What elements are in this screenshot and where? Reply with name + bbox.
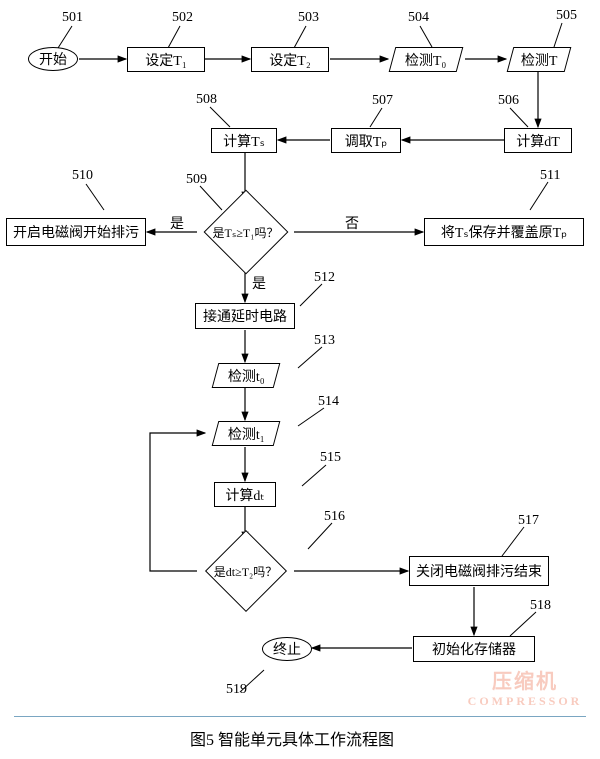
node-507: 调取Tₚ xyxy=(331,128,401,153)
label: 检测T₀ xyxy=(405,50,446,70)
watermark-cn: 压缩机 xyxy=(455,665,595,694)
label: 检测t₀ xyxy=(228,366,265,386)
edge-label-yes-left: 是 xyxy=(170,213,184,233)
ref-510: 510 xyxy=(72,168,93,184)
node-516: 是dt≥T₂吗？ xyxy=(197,540,294,602)
figure-caption: 图5 智能单元具体工作流程图 xyxy=(190,726,394,750)
ref-508: 508 xyxy=(196,92,217,108)
watermark-en: COMPRESSOR xyxy=(455,694,595,709)
label: 将Tₛ保存并覆盖原Tₚ xyxy=(441,222,567,242)
label: 初始化存储器 xyxy=(432,639,516,659)
node-506: 计算dT xyxy=(504,128,572,153)
node-515: 计算dₜ xyxy=(214,482,276,507)
ref-512: 512 xyxy=(314,270,335,286)
node-513: 检测t₀ xyxy=(212,363,281,388)
ref-515: 515 xyxy=(320,450,341,466)
node-503: 设定T₂ xyxy=(251,47,329,72)
ref-502: 502 xyxy=(172,10,193,26)
ref-518: 518 xyxy=(530,598,551,614)
label: 检测T xyxy=(521,50,558,70)
label: 开启电磁阀开始排污 xyxy=(13,222,139,242)
node-511: 将Tₛ保存并覆盖原Tₚ xyxy=(424,218,584,246)
label: 设定T₁ xyxy=(145,50,186,70)
ref-511: 511 xyxy=(540,168,560,184)
ref-504: 504 xyxy=(408,10,429,26)
watermark: 压缩机 COMPRESSOR xyxy=(455,665,595,709)
ref-513: 513 xyxy=(314,333,335,349)
node-508: 计算Tₛ xyxy=(211,128,277,153)
node-514: 检测t₁ xyxy=(212,421,281,446)
ref-517: 517 xyxy=(518,513,539,529)
ref-516: 516 xyxy=(324,509,345,525)
node-start: 开始 xyxy=(28,47,78,71)
label: 计算dT xyxy=(516,131,560,151)
node-502: 设定T₁ xyxy=(127,47,205,72)
ref-509: 509 xyxy=(186,172,207,188)
caption-rule xyxy=(14,716,586,717)
label: 关闭电磁阀排污结束 xyxy=(416,561,542,581)
ref-505: 505 xyxy=(556,8,577,24)
node-end: 终止 xyxy=(262,637,312,661)
ref-503: 503 xyxy=(298,10,319,26)
edge-label-yes-down: 是 xyxy=(252,273,266,293)
node-518: 初始化存储器 xyxy=(413,636,535,662)
label: 计算dₜ xyxy=(225,485,264,505)
node-509: 是Tₛ≥T₁吗？ xyxy=(197,200,294,264)
label: 设定T₂ xyxy=(269,50,310,70)
label: 检测t₁ xyxy=(228,424,265,444)
node-505: 检测T xyxy=(507,47,572,72)
label: 接通延时电路 xyxy=(203,306,287,326)
node-512: 接通延时电路 xyxy=(195,303,295,329)
flowchart-canvas: 开始 设定T₁ 设定T₂ 检测T₀ 检测T 计算dT 调取Tₚ 计算Tₛ 是Tₛ… xyxy=(0,0,600,759)
label: 开始 xyxy=(39,49,67,69)
label: 计算Tₛ xyxy=(223,131,265,151)
label: 调取Tₚ xyxy=(345,131,388,151)
label: 终止 xyxy=(273,639,301,659)
ref-507: 507 xyxy=(372,93,393,109)
ref-506: 506 xyxy=(498,93,519,109)
ref-519: 519 xyxy=(226,682,247,698)
node-504: 检测T₀ xyxy=(389,47,464,72)
ref-501: 501 xyxy=(62,10,83,26)
node-517: 关闭电磁阀排污结束 xyxy=(409,556,549,586)
edge-label-no-right: 否 xyxy=(345,213,359,233)
ref-514: 514 xyxy=(318,394,339,410)
node-510: 开启电磁阀开始排污 xyxy=(6,218,146,246)
